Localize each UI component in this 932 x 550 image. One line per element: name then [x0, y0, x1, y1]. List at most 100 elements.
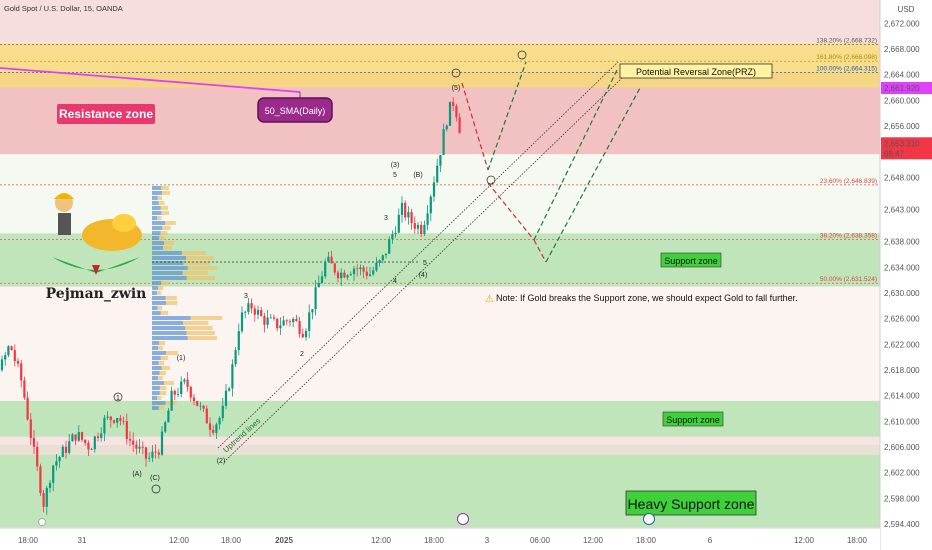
candle-body-96: [308, 312, 311, 331]
chart-title: Gold Spot / U.S. Dollar, 15, OANDA: [4, 4, 123, 13]
vp-bar-blue-23: [152, 301, 167, 305]
vp-bar-amber-35: [158, 361, 165, 365]
candle-body-110: [352, 268, 356, 275]
author-logo: [52, 193, 142, 275]
candle-body-32: [103, 417, 106, 434]
candle-body-57: [183, 379, 186, 382]
vp-bar-blue-1: [152, 191, 162, 195]
vp-bar-amber-34: [160, 356, 169, 360]
candle-body-90: [288, 321, 292, 323]
candle-body-60: [192, 397, 196, 402]
vp-bar-amber-13: [181, 251, 207, 255]
candle-body-13: [42, 493, 45, 507]
candle-body-106: [340, 272, 343, 279]
candle-body-39: [125, 421, 128, 440]
fib-label-3: 23.60% (2,646.839): [820, 178, 877, 185]
sma-line: [0, 67, 301, 93]
vp-bar-blue-31: [152, 341, 160, 345]
x-tick-11: 6: [708, 536, 713, 545]
candle-body-143: [458, 117, 461, 134]
candle-body-4: [13, 350, 16, 361]
x-tick-3: 18:00: [221, 536, 242, 545]
candle-body-37: [119, 418, 122, 421]
vp-bar-blue-28: [152, 326, 186, 330]
candle-body-27: [87, 442, 90, 450]
candle-body-20: [64, 446, 68, 453]
candle-body-58: [186, 379, 189, 387]
candle-body-100: [320, 276, 324, 283]
wave-circle-1: [113, 392, 123, 402]
zone-2: [0, 233, 880, 287]
candle-body-56: [180, 381, 183, 394]
wave-circle-3: [486, 175, 496, 185]
vp-bar-blue-27: [152, 321, 184, 325]
vp-bar-amber-39: [164, 381, 174, 385]
candle-body-71: [228, 388, 231, 391]
candle-body-127: [407, 211, 410, 218]
vp-bar-blue-6: [152, 216, 158, 220]
candle-body-118: [378, 260, 381, 263]
candle-body-136: [436, 165, 439, 183]
candle-body-99: [317, 282, 320, 288]
candle-body-123: [394, 232, 397, 235]
price-label-1: 2,653.310: [884, 139, 920, 148]
wave-label-2: 2: [300, 351, 304, 358]
candle-body-1: [4, 355, 7, 360]
candle-body-120: [384, 253, 388, 256]
vp-bar-blue-34: [152, 356, 161, 360]
candle-body-67: [215, 424, 218, 433]
vp-bar-blue-15: [152, 261, 184, 265]
author-name: Pejman_zwin: [46, 286, 147, 302]
candle-body-139: [445, 125, 448, 130]
candle-body-34: [109, 416, 112, 421]
candle-body-140: [448, 101, 452, 126]
candle-body-122: [391, 234, 394, 240]
x-tick-1: 31: [78, 536, 87, 545]
wave-label-9: (5): [452, 85, 461, 92]
vp-bar-blue-8: [152, 226, 163, 230]
projection-down-2: [487, 182, 535, 241]
candle-body-85: [272, 317, 276, 319]
candle-body-0: [0, 359, 4, 370]
candle-body-26: [84, 439, 87, 443]
candle-body-52: [167, 410, 170, 423]
projection-up-1: [487, 61, 527, 171]
vp-bar-amber-5: [161, 211, 170, 215]
vp-bar-amber-2: [157, 196, 163, 200]
vp-bar-blue-36: [152, 366, 162, 370]
candle-body-107: [343, 272, 346, 278]
candle-body-117: [375, 262, 378, 271]
candle-body-50: [160, 431, 164, 455]
vp-bar-blue-10: [152, 236, 160, 240]
vp-bar-blue-25: [152, 311, 161, 315]
wave-circle-2: [451, 68, 461, 78]
fib-label-2: 100.00% (2,664.315): [816, 66, 877, 73]
vp-bar-amber-31: [159, 341, 166, 345]
vp-bar-amber-11: [164, 241, 175, 245]
resistance-zone-badge: [57, 104, 155, 124]
vp-bar-amber-44: [158, 406, 165, 410]
vp-bar-amber-3: [158, 201, 165, 205]
vp-bar-amber-30: [187, 336, 218, 340]
candle-body-73: [234, 350, 237, 365]
candle-body-89: [285, 320, 288, 322]
fib-label-0: 138.20% (2,668.732): [816, 37, 877, 44]
vp-bar-amber-28: [185, 326, 213, 330]
vp-bar-blue-13: [152, 251, 182, 255]
note-text: Note: If Gold breaks the Support zone, w…: [496, 293, 798, 303]
price-label-bg-0: [881, 82, 932, 95]
candle-body-82: [263, 316, 266, 325]
candle-body-41: [132, 440, 135, 445]
candle-body-76: [244, 311, 247, 313]
prz-badge: [619, 63, 773, 79]
vp-bar-amber-22: [165, 296, 177, 300]
price-label-bg-1: [881, 137, 932, 160]
candle-body-137: [439, 154, 442, 166]
vp-bar-blue-3: [152, 201, 159, 205]
vp-bar-blue-30: [152, 336, 188, 340]
vp-bar-blue-16: [152, 266, 188, 270]
y-tick-15: 2,656.000: [884, 122, 920, 131]
wave-label-14: 5: [423, 260, 427, 267]
